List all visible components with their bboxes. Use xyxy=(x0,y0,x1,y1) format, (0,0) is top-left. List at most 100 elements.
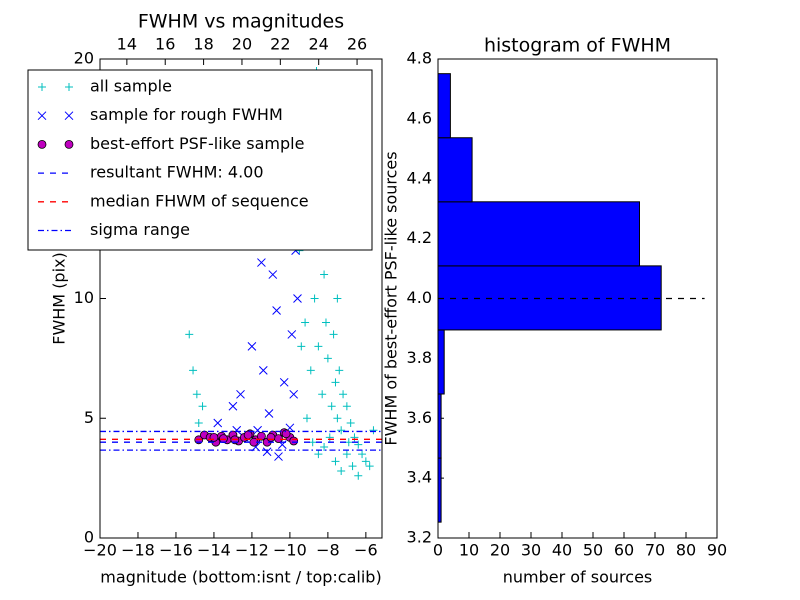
bar xyxy=(437,329,445,395)
legend-label: best-effort PSF-like sample xyxy=(90,134,304,153)
plus-marker xyxy=(337,426,346,435)
plus-marker xyxy=(325,433,334,442)
plus-marker xyxy=(308,438,317,447)
circle-marker xyxy=(219,434,228,444)
y-tick-label: 4.4 xyxy=(407,168,432,187)
plus-marker xyxy=(314,450,323,459)
plus-marker xyxy=(361,457,370,466)
histogram-axes: 0 10 20 30 40 50 60 70 80 90 3.2 3.4 3.6 3.8 4.0 4.2 4.4… xyxy=(382,35,728,587)
y-tick-label: 4.2 xyxy=(407,228,432,247)
x-marker xyxy=(257,258,266,267)
x-marker xyxy=(213,418,223,428)
y-tick-label: 20 xyxy=(74,49,94,68)
x-tick-label: −12 xyxy=(235,541,269,560)
plus-marker xyxy=(354,471,363,480)
plus-marker xyxy=(342,402,351,411)
x-marker xyxy=(293,294,302,303)
chart-title: histogram of FWHM xyxy=(484,35,671,57)
x-marker xyxy=(236,389,245,399)
x-tick-label: −8 xyxy=(316,541,340,560)
x-tick-label: 20 xyxy=(490,541,510,560)
plus-marker xyxy=(358,450,367,459)
legend-label: sample for rough FWHM xyxy=(90,105,283,124)
x-tick-label: 80 xyxy=(676,541,696,560)
circle-marker xyxy=(37,139,47,149)
bar xyxy=(437,137,473,203)
plus-marker xyxy=(318,390,327,399)
x-tick-label: −10 xyxy=(273,541,307,560)
x-marker xyxy=(274,452,283,461)
x-marker xyxy=(279,377,289,387)
x-marker xyxy=(268,270,278,279)
plus-marker xyxy=(329,330,338,339)
plus-marker xyxy=(346,419,355,428)
plus-marker xyxy=(333,414,342,423)
plus-marker xyxy=(344,438,353,447)
plus-marker xyxy=(310,294,319,303)
x-tick-label: −20 xyxy=(83,541,117,560)
chart-title: FWHM vs magnitudes xyxy=(138,11,344,33)
plus-marker xyxy=(337,466,346,475)
axes-frame xyxy=(99,58,383,539)
y-tick-label: 4.0 xyxy=(407,288,432,307)
plus-marker xyxy=(342,450,351,459)
legend-label: sigma range xyxy=(90,220,190,239)
y-axis-label: FWHM of best-effort PSF-like sources xyxy=(382,151,401,445)
legend-label: all sample xyxy=(90,77,172,96)
x-tick-label: 50 xyxy=(583,541,603,560)
circle-marker xyxy=(266,433,276,442)
plus-marker xyxy=(354,440,363,449)
circle-marker xyxy=(281,429,291,439)
bar xyxy=(437,201,640,267)
y-tick-label: 10 xyxy=(74,288,94,307)
plus-marker xyxy=(314,342,323,351)
x2-tick-label: 16 xyxy=(155,35,175,54)
x2-tick-label: 24 xyxy=(309,35,329,54)
x-marker xyxy=(228,401,238,411)
x-tick-label: 40 xyxy=(552,541,572,560)
x-tick-label: 90 xyxy=(707,541,727,560)
y-tick-label: 3.8 xyxy=(407,348,432,367)
bar xyxy=(437,73,451,139)
circle-marker xyxy=(257,431,266,441)
x-tick-label: 0 xyxy=(433,541,443,560)
plus-marker xyxy=(331,457,340,466)
y-tick-label: 3.2 xyxy=(407,528,432,547)
x-tick-label: 30 xyxy=(521,541,541,560)
circle-marker xyxy=(289,436,299,446)
scatter-axes: −20−18−16−14−12−10−8−605101520magnitude … xyxy=(50,11,383,587)
circle-marker xyxy=(243,430,253,440)
x-tick-label: 70 xyxy=(645,541,665,560)
x-tick-label: −18 xyxy=(121,541,155,560)
plus-marker xyxy=(327,402,336,411)
x-axis-label: magnitude (bottom:isnt / top:calib) xyxy=(100,568,381,587)
plus-marker xyxy=(339,390,348,399)
x-marker xyxy=(37,111,47,121)
plus-marker xyxy=(185,330,194,339)
plus-marker xyxy=(350,433,359,442)
x-marker xyxy=(247,342,257,351)
y-tick-label: 3.4 xyxy=(407,468,432,487)
legend-label: median FHWM of sequence xyxy=(90,191,309,210)
plot-area xyxy=(100,66,382,480)
plus-marker xyxy=(333,294,342,303)
plus-marker xyxy=(320,442,329,451)
x-tick-label: 60 xyxy=(614,541,634,560)
x2-tick-label: 20 xyxy=(232,35,252,54)
y-tick-label: 4.6 xyxy=(407,108,432,127)
plus-marker xyxy=(194,419,203,428)
plus-marker xyxy=(348,462,357,471)
plus-marker xyxy=(38,83,46,91)
x-marker xyxy=(64,111,74,121)
x2-tick-label: 26 xyxy=(347,35,367,54)
x-tick-label: 10 xyxy=(459,541,479,560)
x-tick-label: −16 xyxy=(159,541,193,560)
x2-tick-label: 18 xyxy=(193,35,213,54)
x-marker xyxy=(264,409,274,418)
y-tick-label: 5 xyxy=(84,408,94,427)
plus-marker xyxy=(189,366,198,375)
x-tick-label: −6 xyxy=(354,541,378,560)
circle-marker xyxy=(209,433,219,442)
x-marker xyxy=(287,330,297,339)
